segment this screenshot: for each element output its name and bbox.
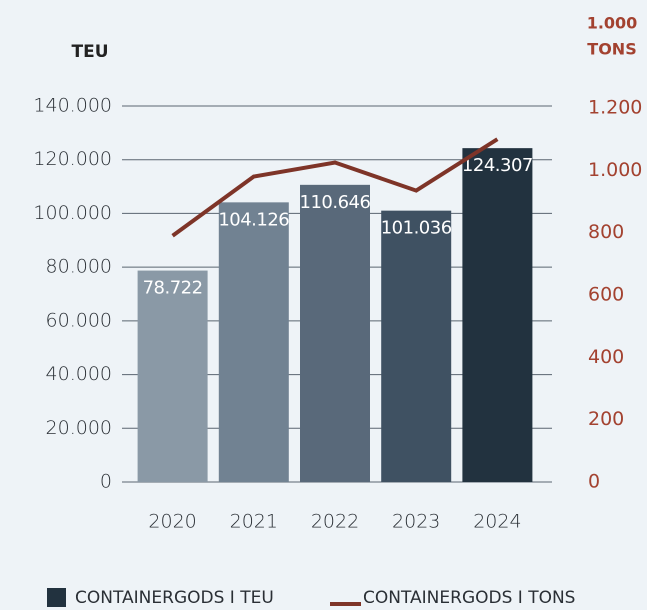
legend-swatch [47,588,66,607]
x-tick-label: 2021 [230,511,278,533]
x-tick-label: 2024 [473,511,521,533]
y-tick-label: 60.000 [46,309,112,331]
y2-axis-label: TONS [587,40,636,59]
y2-tick-label: 0 [588,471,600,493]
y-tick-label: 40.000 [46,363,112,385]
bar [218,202,289,482]
bar [462,148,533,482]
y-axis-label: TEU [71,42,108,62]
y2-tick-label: 1.200 [588,97,642,119]
x-tick-label: 2020 [148,511,196,533]
x-tick-label: 2023 [392,511,440,533]
y-tick-label: 120.000 [33,148,112,170]
y2-tick-label: 600 [588,284,624,306]
y-tick-label: 80.000 [46,256,112,278]
data-label: 78.722 [143,278,203,299]
data-label: 124.307 [462,155,533,176]
y-tick-label: 20.000 [46,417,112,439]
y2-tick-label: 800 [588,221,624,243]
y-tick-label: 100.000 [33,202,112,224]
bar [381,210,452,482]
y2-tick-label: 200 [588,408,624,430]
y-tick-label: 140.000 [33,95,112,117]
bar [300,184,370,482]
bar [137,270,208,482]
y-tick-label: 0 [100,471,112,493]
data-label: 101.036 [381,218,452,239]
y2-axis-label: 1.000 [587,14,638,33]
data-label: 110.646 [300,192,371,213]
data-label: 104.126 [218,209,289,230]
y2-tick-label: 1.000 [588,159,642,181]
legend-label: CONTAINERGODS I TONS [363,588,575,608]
y2-tick-label: 400 [588,346,624,368]
line [171,137,499,238]
x-tick-label: 2022 [311,511,359,533]
legend-label: CONTAINERGODS I TEU [75,588,274,608]
